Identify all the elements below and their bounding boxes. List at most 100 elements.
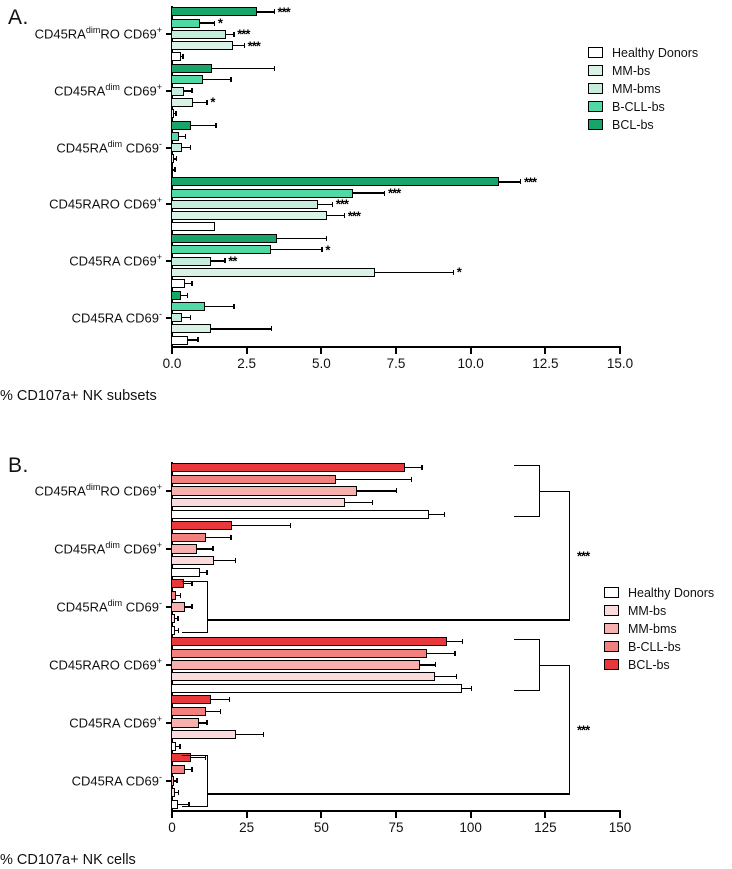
bar bbox=[171, 578, 184, 589]
legend-label: Healthy Donors bbox=[612, 46, 699, 60]
error-bar bbox=[185, 606, 192, 608]
significance-marker: *** bbox=[335, 196, 349, 212]
comparison-bracket-connector bbox=[208, 793, 570, 795]
legend-label: BCL-bs bbox=[612, 118, 654, 132]
x-axis-tick-label: 0 bbox=[168, 820, 176, 835]
error-bar-cap bbox=[213, 20, 216, 26]
x-axis-tick bbox=[320, 348, 323, 354]
significance-marker: ** bbox=[228, 253, 237, 269]
bar bbox=[171, 776, 175, 786]
bar bbox=[171, 660, 420, 670]
error-bar-cap bbox=[455, 674, 458, 680]
y-axis-category-label: CD45RAdimRO CD69+ bbox=[34, 482, 162, 499]
legend-label: BCL-bs bbox=[628, 658, 670, 672]
bar bbox=[171, 544, 198, 554]
error-bar-cap bbox=[206, 569, 208, 575]
error-bar-cap bbox=[372, 500, 374, 506]
y-axis-category-label: CD45RARO CD69+ bbox=[49, 195, 162, 212]
error-bar-cap bbox=[233, 31, 235, 37]
bar bbox=[171, 613, 175, 624]
bar bbox=[171, 799, 178, 810]
significance-marker: *** bbox=[577, 548, 590, 564]
error-bar-cap bbox=[189, 315, 192, 321]
bar bbox=[171, 41, 234, 51]
legend-swatch bbox=[588, 65, 603, 76]
bar bbox=[171, 108, 175, 118]
error-bar-cap bbox=[204, 755, 207, 760]
bar bbox=[171, 256, 211, 266]
error-bar-cap bbox=[186, 292, 189, 298]
bar bbox=[171, 671, 435, 682]
legend-label: B-CLL-bs bbox=[612, 100, 665, 114]
bar bbox=[171, 520, 232, 531]
error-bar bbox=[176, 745, 180, 748]
error-bar-cap bbox=[434, 662, 437, 668]
x-axis-tick-label: 100 bbox=[459, 820, 482, 835]
x-axis-tick-label: 2.5 bbox=[237, 356, 257, 371]
legend-label: MM-bs bbox=[612, 64, 651, 78]
error-bar bbox=[345, 502, 373, 504]
y-axis-tick bbox=[166, 203, 171, 206]
bar bbox=[171, 222, 216, 232]
error-bar bbox=[203, 79, 231, 81]
x-axis-tick-label: 12.5 bbox=[532, 356, 559, 371]
error-bar-cap bbox=[191, 280, 193, 286]
error-bar bbox=[276, 237, 326, 240]
significance-marker: *** bbox=[277, 4, 291, 20]
error-bar bbox=[179, 135, 185, 138]
bar bbox=[171, 729, 237, 740]
x-axis-tick-label: 15.0 bbox=[606, 356, 634, 371]
x-axis-tick-label: 150 bbox=[608, 820, 632, 835]
legend-swatch bbox=[588, 119, 603, 130]
error-bar-cap bbox=[180, 592, 182, 598]
error-bar bbox=[174, 792, 178, 794]
error-bar bbox=[174, 618, 178, 620]
error-bar-cap bbox=[177, 616, 179, 622]
comparison-bracket-inner bbox=[514, 464, 540, 518]
bar bbox=[171, 683, 462, 694]
y-axis-tick bbox=[166, 33, 171, 36]
significance-marker: *** bbox=[388, 185, 401, 201]
error-bar-cap bbox=[454, 650, 456, 656]
error-bar bbox=[200, 571, 207, 574]
error-bar bbox=[419, 664, 435, 666]
error-bar-cap bbox=[331, 201, 334, 207]
y-axis-tick bbox=[166, 664, 171, 666]
x-axis-tick-label: 50 bbox=[313, 820, 329, 835]
error-bar-cap bbox=[461, 639, 464, 644]
error-bar-cap bbox=[470, 685, 473, 691]
error-bar bbox=[192, 101, 207, 103]
bar bbox=[171, 199, 319, 209]
x-axis-tick bbox=[544, 812, 547, 818]
error-bar-cap bbox=[230, 77, 232, 83]
error-bar-cap bbox=[176, 778, 178, 784]
bar bbox=[171, 741, 177, 752]
error-bar-cap bbox=[234, 558, 237, 564]
bar bbox=[171, 509, 429, 520]
y-axis-category-label: CD45RARO CD69+ bbox=[49, 656, 162, 673]
bar bbox=[171, 486, 358, 496]
y-axis-category-label: CD45RA CD69- bbox=[71, 308, 162, 326]
error-bar-cap bbox=[206, 99, 208, 105]
x-axis-tick bbox=[469, 812, 472, 818]
error-bar-cap bbox=[273, 9, 275, 15]
error-bar bbox=[434, 676, 456, 678]
y-axis-tick bbox=[166, 260, 171, 262]
legend-label: MM-bs bbox=[628, 604, 667, 618]
bar bbox=[171, 154, 175, 164]
error-bar bbox=[174, 158, 176, 160]
legend-label: B-CLL-bs bbox=[628, 640, 681, 654]
error-bar-cap bbox=[233, 303, 235, 309]
legend-swatch bbox=[588, 101, 603, 112]
bar bbox=[171, 211, 328, 221]
bar bbox=[171, 602, 186, 612]
bar bbox=[171, 718, 199, 728]
error-bar-cap bbox=[197, 337, 199, 343]
x-axis-tick-label: 0.0 bbox=[162, 356, 182, 371]
error-bar-cap bbox=[452, 269, 455, 275]
error-bar-cap bbox=[443, 511, 446, 517]
error-bar bbox=[197, 548, 213, 550]
error-bar-cap bbox=[182, 54, 184, 60]
bar bbox=[171, 752, 192, 763]
error-bar bbox=[176, 594, 181, 596]
